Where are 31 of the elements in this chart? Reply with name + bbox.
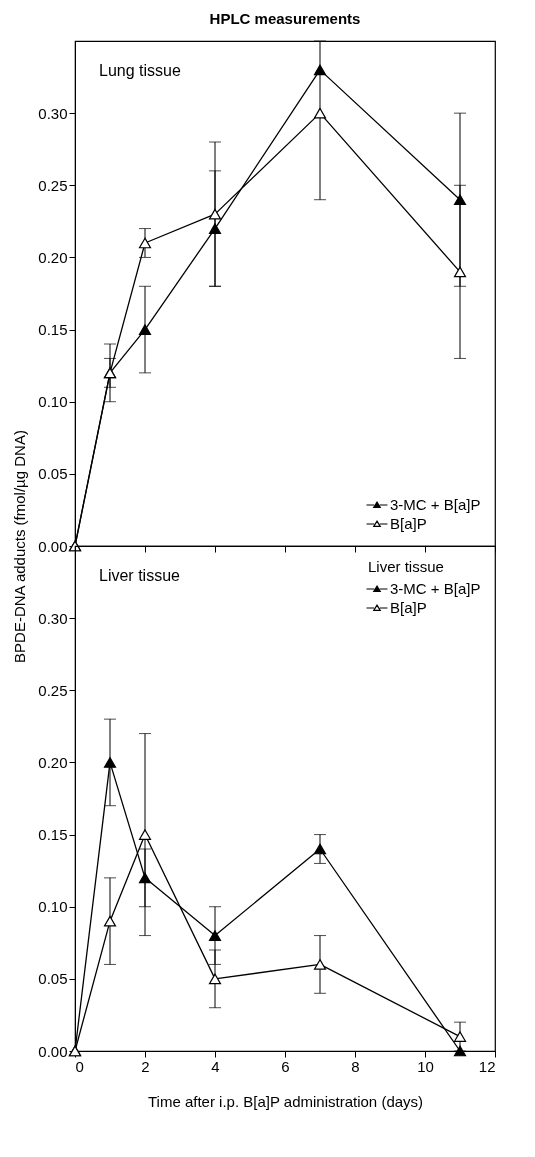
x-tick-label: 10 — [417, 1057, 434, 1075]
y-tick-label: 0.05 — [38, 465, 68, 483]
y-tick-label: 0.00 — [38, 537, 68, 555]
legend-label: 3-MC + B[a]P — [390, 580, 481, 597]
x-tick-label: 2 — [141, 1057, 150, 1075]
y-tick-label: 0.25 — [38, 681, 68, 699]
legend-title: Liver tissue — [368, 558, 444, 575]
y-tick-label: 0.20 — [38, 248, 68, 266]
legend-label: 3-MC + B[a]P — [390, 496, 481, 513]
chart-title: HPLC measurements — [209, 9, 361, 27]
legend-label: B[a]P — [390, 515, 427, 532]
annotation: Lung tissue — [99, 62, 181, 79]
y-tick-label: 0.00 — [38, 1042, 68, 1060]
x-tick-label: 6 — [281, 1057, 290, 1075]
x-tick-label: 8 — [351, 1057, 360, 1075]
y-tick-label: 0.05 — [38, 970, 68, 988]
y-tick-label: 0.25 — [38, 176, 68, 194]
x-axis-title: Time after i.p. B[a]P administration (days) — [147, 1092, 424, 1110]
y-tick-label: 0.10 — [38, 393, 68, 411]
x-tick-label: 12 — [478, 1057, 496, 1075]
x-tick-label: 0 — [75, 1057, 84, 1075]
annotation: Liver tissue — [99, 567, 181, 584]
y-tick-label: 0.15 — [38, 321, 68, 339]
y-tick-label: 0.30 — [38, 609, 68, 627]
y-tick-label: 0.20 — [38, 753, 68, 771]
x-tick-label: 4 — [211, 1057, 220, 1075]
y-tick-label: 0.30 — [38, 104, 68, 122]
y-axis-title: BPDE-DNA adducts (fmol/µg DNA) — [11, 430, 29, 663]
legend-label: B[a]P — [390, 599, 427, 616]
y-tick-label: 0.10 — [38, 898, 68, 916]
y-tick-label: 0.15 — [38, 826, 68, 844]
